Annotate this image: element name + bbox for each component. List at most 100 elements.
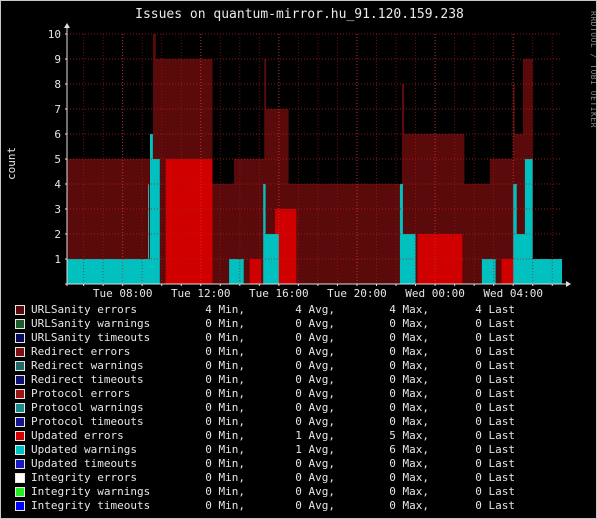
legend-swatch xyxy=(15,375,25,385)
legend-swatch xyxy=(15,445,25,455)
legend-min-value: 0 Min, xyxy=(205,485,245,498)
legend-min-value: 0 Min, xyxy=(205,429,245,442)
legend-max-value: 0 Max, xyxy=(389,485,429,498)
legend-swatch xyxy=(15,431,25,441)
x-tick-label-tue-08-00: Tue 08:00 xyxy=(93,287,153,300)
legend-min-value: 0 Min, xyxy=(205,401,245,414)
legend-last-value: 0 Last xyxy=(475,499,515,512)
legend-avg-value: 0 Avg, xyxy=(295,387,335,400)
legend-swatch xyxy=(15,305,25,315)
legend-avg-value: 0 Avg, xyxy=(295,401,335,414)
legend-max-value: 4 Max, xyxy=(389,303,429,316)
legend-last-value: 0 Last xyxy=(475,331,515,344)
legend-last-value: 4 Last xyxy=(475,303,515,316)
legend-avg-value: 0 Avg, xyxy=(295,499,335,512)
legend-series-name: Integrity errors xyxy=(31,471,137,484)
legend-series-name: URLSanity timeouts xyxy=(31,331,151,344)
legend-swatch xyxy=(15,501,25,511)
legend-series-name: URLSanity errors xyxy=(31,303,137,316)
rrdtool-watermark: RRDTOOL / TOBI OETIKER xyxy=(589,11,597,128)
legend-max-value: 0 Max, xyxy=(389,317,429,330)
legend-row: Protocol timeouts 0 Min, 0 Avg, 0 Max, 0 Las… xyxy=(15,415,595,429)
legend-series-name: Redirect warnings xyxy=(31,359,144,372)
legend-row: Redirect warnings 0 Min, 0 Avg, 0 Max, 0 Las… xyxy=(15,359,595,373)
legend-last-value: 0 Last xyxy=(475,415,515,428)
legend-swatch xyxy=(15,319,25,329)
legend-last-value: 0 Last xyxy=(475,485,515,498)
legend-row: URLSanity warnings 0 Min, 0 Avg, 0 Max, 0 La… xyxy=(15,317,595,331)
legend-row: Integrity errors 0 Min, 0 Avg, 0 Max, 0 Last xyxy=(15,471,595,485)
legend-max-value: 0 Max, xyxy=(389,331,429,344)
legend-last-value: 0 Last xyxy=(475,373,515,386)
legend-row: Updated timeouts 0 Min, 0 Avg, 0 Max, 0 Last xyxy=(15,457,595,471)
legend-series-name: Updated timeouts xyxy=(31,457,137,470)
legend-series-name: URLSanity warnings xyxy=(31,317,151,330)
y-tick-label-8: 8 xyxy=(54,78,61,91)
series-area-updated-errors xyxy=(165,159,518,284)
legend-series-name: Redirect errors xyxy=(31,345,131,358)
legend-avg-value: 0 Avg, xyxy=(295,359,335,372)
legend-row: URLSanity errors 4 Min, 4 Avg, 4 Max, 4 Last xyxy=(15,303,595,317)
legend-min-value: 0 Min, xyxy=(205,359,245,372)
legend-min-value: 0 Min, xyxy=(205,331,245,344)
legend-last-value: 0 Last xyxy=(475,457,515,470)
x-axis-arrow-icon xyxy=(566,281,571,287)
x-tick-label-wed-04-00: Wed 04:00 xyxy=(483,287,543,300)
legend-swatch xyxy=(15,417,25,427)
legend-min-value: 0 Min, xyxy=(205,317,245,330)
chart-title: Issues on quantum-mirror.hu_91.120.159.2… xyxy=(135,7,464,22)
legend-swatch xyxy=(15,487,25,497)
y-tick-label-2: 2 xyxy=(54,228,61,241)
legend-max-value: 0 Max, xyxy=(389,401,429,414)
y-tick-label-9: 9 xyxy=(54,53,61,66)
legend-last-value: 0 Last xyxy=(475,345,515,358)
legend-avg-value: 0 Avg, xyxy=(295,373,335,386)
legend-max-value: 0 Max, xyxy=(389,359,429,372)
legend-avg-value: 1 Avg, xyxy=(295,443,335,456)
legend-series-name: Updated warnings xyxy=(31,443,137,456)
legend-swatch xyxy=(15,333,25,343)
legend-min-value: 4 Min, xyxy=(205,303,245,316)
y-tick-label-10: 10 xyxy=(48,28,61,41)
legend: URLSanity errors 4 Min, 4 Avg, 4 Max, 4 Last… xyxy=(15,303,595,513)
legend-avg-value: 0 Avg, xyxy=(295,331,335,344)
x-tick-label-tue-12-00: Tue 12:00 xyxy=(171,287,231,300)
legend-row: Integrity warnings 0 Min, 0 Avg, 0 Max, 0 La… xyxy=(15,485,595,499)
legend-row: Integrity timeouts 0 Min, 0 Avg, 0 Max, 0 La… xyxy=(15,499,595,513)
y-tick-label-3: 3 xyxy=(54,203,61,216)
legend-row: Updated errors 0 Min, 1 Avg, 5 Max, 0 Last xyxy=(15,429,595,443)
legend-max-value: 5 Max, xyxy=(389,429,429,442)
legend-last-value: 0 Last xyxy=(475,401,515,414)
legend-max-value: 0 Max, xyxy=(389,345,429,358)
legend-min-value: 0 Min, xyxy=(205,443,245,456)
legend-avg-value: 1 Avg, xyxy=(295,429,335,442)
legend-min-value: 0 Min, xyxy=(205,457,245,470)
y-tick-label-4: 4 xyxy=(54,178,61,191)
legend-max-value: 0 Max, xyxy=(389,457,429,470)
legend-avg-value: 0 Avg, xyxy=(295,345,335,358)
y-tick-label-7: 7 xyxy=(54,103,61,116)
legend-max-value: 0 Max, xyxy=(389,373,429,386)
legend-row: Updated warnings 0 Min, 1 Avg, 6 Max, 0 Last xyxy=(15,443,595,457)
legend-avg-value: 4 Avg, xyxy=(295,303,335,316)
legend-series-name: Protocol warnings xyxy=(31,401,144,414)
legend-min-value: 0 Min, xyxy=(205,499,245,512)
legend-series-name: Integrity timeouts xyxy=(31,499,151,512)
legend-last-value: 0 Last xyxy=(475,387,515,400)
legend-last-value: 0 Last xyxy=(475,443,515,456)
legend-swatch xyxy=(15,473,25,483)
x-tick-label-wed-00-00: Wed 00:00 xyxy=(405,287,465,300)
legend-series-name: Protocol errors xyxy=(31,387,131,400)
legend-row: URLSanity timeouts 0 Min, 0 Avg, 0 Max, 0 La… xyxy=(15,331,595,345)
y-tick-label-1: 1 xyxy=(54,253,61,266)
legend-avg-value: 0 Avg, xyxy=(295,485,335,498)
legend-min-value: 0 Min, xyxy=(205,345,245,358)
series-area-updated-warnings xyxy=(67,134,562,284)
y-axis-arrow-icon xyxy=(64,23,70,28)
legend-min-value: 0 Min, xyxy=(205,387,245,400)
legend-series-name: Integrity warnings xyxy=(31,485,151,498)
legend-min-value: 0 Min, xyxy=(205,471,245,484)
legend-max-value: 0 Max, xyxy=(389,415,429,428)
legend-swatch xyxy=(15,459,25,469)
